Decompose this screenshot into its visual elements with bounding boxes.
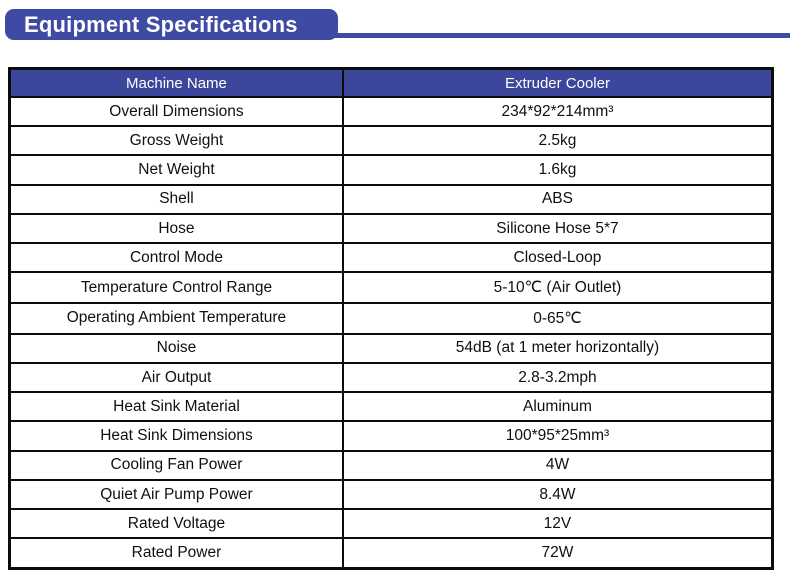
table-row: Control Mode Closed-Loop bbox=[8, 242, 774, 274]
machine-value-header-cell: Extruder Cooler bbox=[341, 67, 774, 98]
spec-label-cell: Overall Dimensions bbox=[8, 95, 344, 128]
spec-value-cell: ABS bbox=[341, 183, 774, 215]
table-header-row: Machine Name Extruder Cooler bbox=[8, 67, 774, 98]
machine-name-header-cell: Machine Name bbox=[8, 67, 344, 98]
table-row: Net Weight 1.6kg bbox=[8, 154, 774, 186]
table-row: Rated Voltage 12V bbox=[8, 508, 774, 540]
spec-label-cell: Gross Weight bbox=[8, 125, 344, 157]
table-row: Operating Ambient Temperature 0-65℃ bbox=[8, 302, 774, 335]
spec-label-cell: Cooling Fan Power bbox=[8, 449, 344, 481]
spec-value-cell: Silicone Hose 5*7 bbox=[341, 212, 774, 245]
spec-value-cell: 234*92*214mm³ bbox=[341, 95, 774, 128]
spec-value-cell: 100*95*25mm³ bbox=[341, 420, 774, 452]
table-row: Heat Sink Material Aluminum bbox=[8, 391, 774, 423]
spec-label-cell: Rated Voltage bbox=[8, 508, 344, 540]
spec-value-cell: 4W bbox=[341, 449, 774, 481]
spec-value-cell: 1.6kg bbox=[341, 154, 774, 186]
table-row: Overall Dimensions 234*92*214mm³ bbox=[8, 95, 774, 128]
table-row: Quiet Air Pump Power 8.4W bbox=[8, 478, 774, 511]
table-row: Noise 54dB (at 1 meter horizontally) bbox=[8, 332, 774, 365]
table-row: Temperature Control Range 5-10℃ (Air Out… bbox=[8, 271, 774, 305]
spec-label-cell: Shell bbox=[8, 183, 344, 215]
spec-label-cell: Net Weight bbox=[8, 154, 344, 186]
table-row: Air Output 2.8-3.2mph bbox=[8, 362, 774, 394]
table-row: Heat Sink Dimensions 100*95*25mm³ bbox=[8, 420, 774, 452]
spec-label-cell: Hose bbox=[8, 212, 344, 245]
spec-label-cell: Heat Sink Material bbox=[8, 391, 344, 423]
spec-value-cell: 2.5kg bbox=[341, 125, 774, 157]
spec-label-cell: Air Output bbox=[8, 362, 344, 394]
page-title-banner: Equipment Specifications bbox=[5, 9, 338, 40]
spec-value-cell: 2.8-3.2mph bbox=[341, 362, 774, 394]
spec-label-cell: Quiet Air Pump Power bbox=[8, 478, 344, 511]
spec-label-cell: Temperature Control Range bbox=[8, 271, 344, 305]
table-row: Rated Power 72W bbox=[8, 537, 774, 570]
table-row: Hose Silicone Hose 5*7 bbox=[8, 212, 774, 245]
spec-value-cell: 5-10℃ (Air Outlet) bbox=[341, 271, 774, 305]
spec-label-cell: Heat Sink Dimensions bbox=[8, 420, 344, 452]
spec-value-cell: 0-65℃ bbox=[341, 302, 774, 335]
title-underline-decoration bbox=[320, 33, 790, 38]
spec-value-cell: 54dB (at 1 meter horizontally) bbox=[341, 332, 774, 365]
spec-value-cell: Aluminum bbox=[341, 391, 774, 423]
table-row: Gross Weight 2.5kg bbox=[8, 125, 774, 157]
page-title: Equipment Specifications bbox=[24, 11, 298, 37]
spec-value-cell: 8.4W bbox=[341, 478, 774, 511]
spec-label-cell: Operating Ambient Temperature bbox=[8, 302, 344, 335]
equipment-specifications-table: Machine Name Extruder Cooler Overall Dim… bbox=[8, 67, 774, 570]
spec-label-cell: Noise bbox=[8, 332, 344, 365]
table-row: Shell ABS bbox=[8, 183, 774, 215]
spec-value-cell: Closed-Loop bbox=[341, 242, 774, 274]
spec-value-cell: 12V bbox=[341, 508, 774, 540]
table-row: Cooling Fan Power 4W bbox=[8, 449, 774, 481]
spec-label-cell: Control Mode bbox=[8, 242, 344, 274]
spec-label-cell: Rated Power bbox=[8, 537, 344, 570]
spec-value-cell: 72W bbox=[341, 537, 774, 570]
